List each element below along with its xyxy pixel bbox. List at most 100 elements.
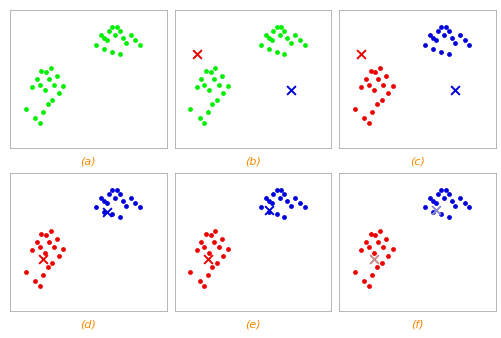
Point	[448, 35, 456, 41]
Point	[41, 250, 49, 256]
Point	[429, 35, 437, 41]
Point	[136, 205, 144, 210]
Text: (a): (a)	[81, 156, 96, 166]
Point	[192, 52, 200, 57]
Point	[268, 38, 276, 43]
Point	[53, 74, 61, 79]
Point	[111, 195, 119, 200]
Point	[55, 253, 63, 259]
Point	[103, 38, 111, 43]
Point	[205, 88, 213, 93]
Point	[47, 65, 55, 71]
Point	[367, 231, 375, 236]
Point	[373, 264, 381, 269]
Point	[265, 208, 273, 213]
Point	[211, 65, 219, 71]
Point	[210, 239, 218, 245]
Point	[100, 209, 108, 214]
Point	[36, 82, 44, 87]
Point	[45, 76, 53, 82]
Point	[460, 201, 468, 206]
Point	[265, 35, 273, 41]
Text: (d): (d)	[81, 319, 96, 329]
Point	[378, 260, 386, 265]
Point	[382, 74, 390, 79]
Point	[362, 76, 370, 82]
Point	[53, 237, 61, 242]
Point	[122, 203, 130, 209]
Point	[357, 52, 365, 57]
Point	[276, 32, 284, 38]
Point	[273, 212, 281, 217]
Point	[270, 191, 278, 196]
Point	[116, 28, 124, 33]
Point	[48, 260, 56, 265]
Text: (b): (b)	[245, 156, 261, 166]
Point	[33, 239, 41, 245]
Point	[200, 121, 208, 126]
Point	[379, 245, 387, 250]
Point	[55, 90, 63, 96]
Point	[45, 239, 53, 245]
Point	[31, 115, 39, 120]
Point	[38, 68, 46, 74]
Point	[442, 187, 450, 192]
Point	[207, 232, 215, 238]
Point	[426, 32, 434, 38]
Point	[192, 85, 200, 90]
Point	[262, 195, 270, 200]
Point	[429, 209, 437, 214]
Point	[59, 246, 67, 251]
Point	[451, 88, 459, 93]
Point	[200, 245, 208, 250]
Point	[196, 278, 204, 283]
Point	[31, 278, 39, 283]
Point	[437, 49, 445, 54]
Point	[100, 198, 108, 203]
Point	[351, 107, 359, 112]
Point	[197, 76, 205, 82]
Point	[196, 115, 204, 120]
Point	[186, 270, 194, 275]
Point	[445, 52, 453, 57]
Point	[284, 35, 292, 41]
Point	[384, 90, 392, 96]
Point	[273, 24, 281, 29]
Point	[200, 284, 208, 289]
Point	[291, 32, 299, 38]
Point	[48, 97, 56, 102]
Point	[262, 32, 270, 38]
Point	[116, 52, 124, 57]
Point	[460, 38, 468, 43]
Point	[296, 38, 304, 43]
Point	[100, 35, 108, 41]
Point	[208, 264, 216, 269]
Point	[105, 28, 113, 33]
Point	[376, 65, 384, 71]
Point	[42, 232, 50, 238]
Point	[281, 214, 289, 220]
Point	[270, 28, 278, 33]
Point	[108, 49, 116, 54]
Point	[44, 101, 52, 107]
Point	[456, 195, 464, 200]
Point	[378, 97, 386, 102]
Point	[440, 195, 448, 200]
Point	[437, 212, 445, 217]
Point	[421, 205, 429, 210]
Point	[379, 82, 387, 87]
Point	[432, 201, 440, 206]
Point	[127, 195, 135, 200]
Point	[224, 246, 232, 251]
Point	[365, 121, 373, 126]
Point	[268, 201, 276, 206]
Point	[276, 195, 284, 200]
Point	[22, 107, 30, 112]
Point	[429, 198, 437, 203]
Point	[265, 198, 273, 203]
Point	[127, 32, 135, 38]
Point	[432, 208, 440, 213]
Point	[445, 214, 453, 220]
Point	[100, 46, 108, 51]
Point	[202, 231, 210, 236]
